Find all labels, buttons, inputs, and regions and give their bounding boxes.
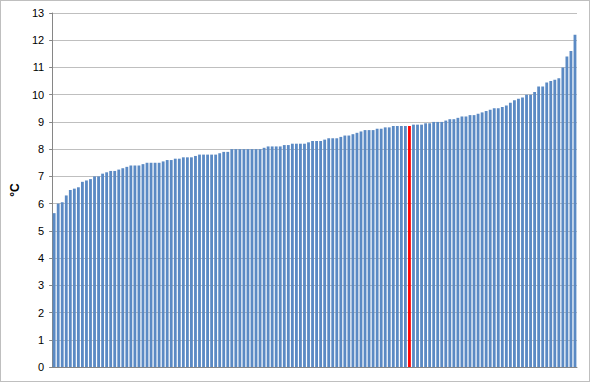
- svg-text:5: 5: [38, 225, 44, 237]
- svg-text:0: 0: [38, 361, 44, 373]
- svg-text:4: 4: [38, 252, 44, 264]
- svg-text:°C: °C: [8, 183, 22, 197]
- svg-text:2: 2: [38, 307, 44, 319]
- svg-text:1: 1: [38, 334, 44, 346]
- svg-text:3: 3: [38, 279, 44, 291]
- svg-text:9: 9: [38, 116, 44, 128]
- svg-text:7: 7: [38, 170, 44, 182]
- svg-text:12: 12: [32, 34, 44, 46]
- svg-text:6: 6: [38, 198, 44, 210]
- svg-text:11: 11: [33, 61, 44, 73]
- svg-text:10: 10: [32, 89, 44, 101]
- svg-text:8: 8: [38, 143, 44, 155]
- svg-text:13: 13: [32, 7, 44, 19]
